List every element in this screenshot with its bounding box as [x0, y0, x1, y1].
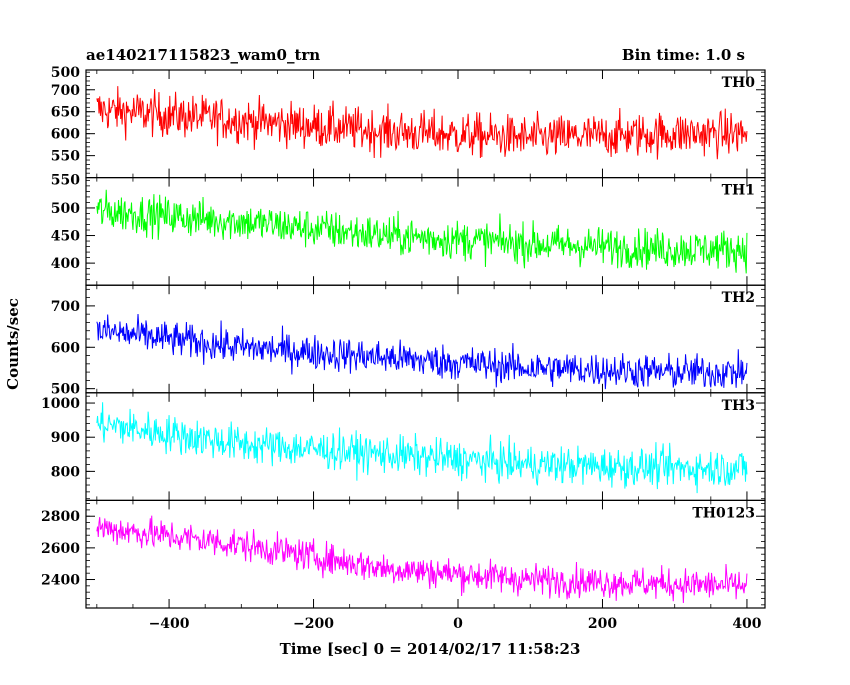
panel-th1: 400 450 500 550 TH1 [51, 173, 766, 286]
y-axis-label: Counts/sec [4, 298, 22, 390]
panel-frame [85, 177, 766, 286]
x-tick-label: 0 [453, 616, 463, 632]
y-tick-label: 700 [51, 83, 80, 99]
y-tick-label: 2400 [41, 573, 80, 589]
y-tick-label: 450 [51, 229, 80, 245]
y-tick-label: 900 [51, 430, 80, 446]
y-tick-label: 600 [51, 127, 80, 143]
panel-name-label: TH1 [722, 183, 755, 199]
series-th3 [96, 402, 748, 494]
y-tick-label: 1000 [41, 396, 80, 412]
series-th2 [96, 313, 748, 390]
y-tick-label: 500 [51, 65, 80, 81]
panel-name-label: TH0 [722, 75, 756, 91]
plot-title: ae140217115823_wam0_trn [86, 46, 320, 64]
x-tick-label: 400 [732, 616, 761, 632]
panel-th0123: 2400 2600 2800 TH0123 [41, 499, 766, 609]
x-axis-label: Time [sec] 0 = 2014/02/17 11:58:23 [280, 640, 581, 658]
panel-name-label: TH2 [722, 290, 755, 306]
y-tick-label: 550 [51, 173, 80, 189]
y-tick-label: 500 [51, 382, 80, 398]
panels-group: 550 600 650 700 500 TH0 400 450 500 550 TH1 500 600 7… [41, 65, 766, 632]
series-th1 [96, 189, 748, 274]
panel-th2: 500 600 700 TH2 [51, 284, 766, 398]
x-tick-label: −200 [293, 616, 334, 632]
y-tick-label: 550 [51, 149, 80, 165]
x-tick-label: 200 [588, 616, 617, 632]
panel-name-label: TH0123 [692, 505, 755, 521]
panel-th0: 550 600 650 700 500 TH0 [51, 65, 766, 179]
y-tick-label: 500 [51, 201, 80, 217]
series-th0123 [96, 515, 748, 604]
panel-name-label: TH3 [722, 398, 755, 414]
y-tick-label: 600 [51, 340, 80, 356]
panel-th3: 800 900 1000 TH3 [41, 392, 766, 501]
x-tick-label: −400 [149, 616, 190, 632]
series-th0 [96, 86, 748, 160]
y-tick-label: 800 [51, 464, 80, 480]
bin-time-label: Bin time: 1.0 s [622, 46, 745, 64]
y-tick-label: 650 [51, 105, 80, 121]
y-tick-label: 2600 [41, 541, 80, 557]
y-tick-label: 700 [51, 299, 80, 315]
panel-frame [85, 499, 766, 609]
y-tick-label: 2800 [41, 509, 80, 525]
y-tick-label: 400 [51, 256, 80, 272]
